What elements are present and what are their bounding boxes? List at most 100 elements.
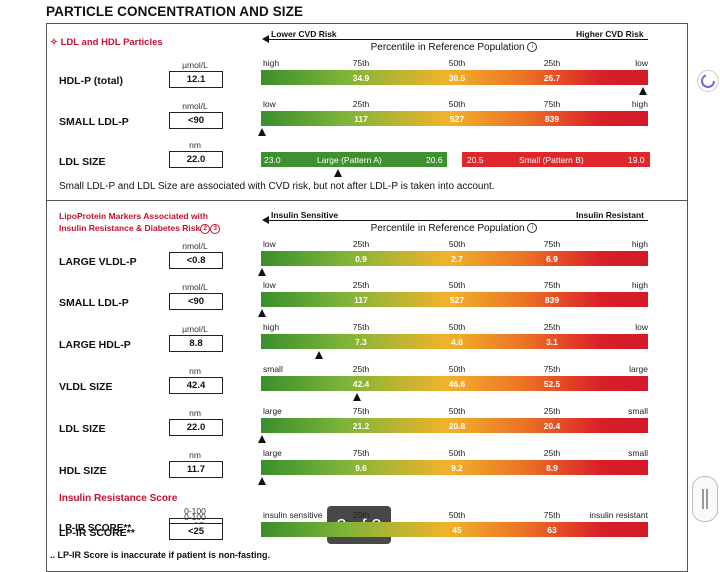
- sec1-row-0-tick-1: 75th: [352, 58, 370, 68]
- info-3-icon[interactable]: 3: [210, 223, 221, 234]
- sec2-row-3-tick-1: 25th: [352, 364, 370, 374]
- sec1-row-0-label: HDL-P (total): [59, 75, 123, 87]
- sec1-row-1-label: SMALL LDL-P: [59, 116, 129, 128]
- sec2-row-2-gradient-bar: [261, 334, 648, 349]
- sec2-row-3-bar-value-1: 46.6: [448, 379, 466, 389]
- lpir-gradient-bar: [261, 522, 648, 537]
- sec2-row-5-bar-value-2: 8.9: [546, 463, 558, 473]
- pattern-b-segment: [462, 152, 650, 167]
- sec2-row-4-tick-4: small: [628, 406, 648, 416]
- sec1-row-0-tick-2: 50th: [448, 58, 466, 68]
- sec2-row-2-marker-icon: [315, 351, 324, 359]
- ldl-size-value: 22.0: [169, 151, 223, 168]
- sec1-row-1-tick-3: 75th: [543, 99, 561, 109]
- section-heading-insulin: LipoProtein Markers Associated with Insu…: [59, 210, 221, 234]
- sec2-row-3-tick-2: 50th: [448, 364, 466, 374]
- sec2-row-5-tick-3: 25th: [543, 448, 561, 458]
- sec2-row-1-bar-value-0: 117: [354, 295, 368, 305]
- sec1-row-0-unit: µmol/L: [182, 60, 208, 70]
- ldl-size-unit: nm: [189, 140, 201, 150]
- sec1-row-1-tick-0: low: [263, 99, 276, 109]
- lpir-tick-4: insulin resistant: [589, 510, 648, 520]
- info-icon-2[interactable]: i: [527, 223, 538, 234]
- sec2-row-2-value: 8.8: [169, 335, 223, 352]
- sec2-row-4-bar-value-1: 20.8: [448, 421, 466, 431]
- sec2-row-3-value: 42.4: [169, 377, 223, 394]
- ldl-size-label: LDL SIZE: [59, 156, 106, 168]
- sec2-row-0-tick-2: 50th: [448, 239, 466, 249]
- sec2-row-2-tick-1: 75th: [352, 322, 370, 332]
- sec2-row-5-tick-1: 75th: [352, 448, 370, 458]
- ldl-note: Small LDL-P and LDL Size are associated …: [59, 181, 495, 192]
- sec2-row-5-gradient-bar: [261, 460, 648, 475]
- sec2-row-1-marker-icon: [258, 309, 266, 317]
- sec1-row-1-bar-value-0: 117: [354, 114, 368, 124]
- sec2-row-4-label: LDL SIZE: [59, 423, 106, 435]
- pattern-b-label: Small (Pattern B): [519, 155, 584, 165]
- sec1-row-1-bar-value-1: 527: [449, 114, 465, 124]
- lower-cvd-risk-label: Lower CVD Risk: [271, 29, 337, 39]
- sec2-row-1-gradient-bar: [261, 292, 648, 307]
- lpir-value: <25: [169, 523, 223, 540]
- sec2-row-3-tick-0: small: [263, 364, 283, 374]
- sec2-row-3-gradient-bar: [261, 376, 648, 391]
- percentile-title-2: Percentile in Reference Population i: [260, 223, 648, 234]
- sec2-row-5-marker-icon: [258, 477, 266, 485]
- info-icon[interactable]: i: [527, 42, 538, 53]
- sec2-row-2-bar-value-2: 3.1: [546, 337, 558, 347]
- sec1-row-0-bar-value-0: 34.9: [352, 73, 370, 83]
- footnote: .. LP-IR Score is inaccurate if patient …: [50, 550, 271, 560]
- lpir-label: LP-IR SCORE**: [59, 527, 135, 539]
- pattern-b-start: 20.5: [467, 155, 484, 165]
- arrow-left-icon-2: [262, 216, 269, 224]
- insulin-sensitive-label: Insulin Sensitive: [271, 210, 339, 220]
- sec2-row-1-tick-3: 75th: [543, 280, 561, 290]
- lpir-bar-value-1: 45: [452, 525, 462, 535]
- sec2-row-4-value: 22.0: [169, 419, 223, 436]
- sec2-row-1-tick-1: 25th: [352, 280, 370, 290]
- info-2-icon[interactable]: 2: [200, 223, 211, 234]
- sec2-row-0-unit: nmol/L: [182, 241, 208, 251]
- sec1-row-0-gradient-bar: [261, 70, 648, 85]
- sec1-row-1-tick-2: 50th: [448, 99, 466, 109]
- scroll-handle[interactable]: [692, 476, 718, 522]
- sec2-row-5-tick-0: large: [263, 448, 282, 458]
- sec1-row-1-gradient-bar: [261, 111, 648, 126]
- sec2-row-3-unit: nm: [189, 366, 201, 376]
- sec2-row-1-bar-value-2: 839: [544, 295, 560, 305]
- sec2-row-4-bar-value-2: 20.4: [543, 421, 561, 431]
- sec2-row-3-label: VLDL SIZE: [59, 381, 113, 393]
- sec2-row-2-tick-2: 50th: [448, 322, 466, 332]
- sec2-row-1-bar-value-1: 527: [449, 295, 465, 305]
- sec1-row-0-marker-icon: [639, 87, 647, 95]
- lpir-unit: 0-100: [184, 506, 206, 516]
- sec2-row-2-tick-0: high: [263, 322, 280, 332]
- sec2-row-4-unit: nm: [189, 408, 201, 418]
- sec2-row-5-bar-value-1: 9.2: [451, 463, 463, 473]
- sec2-row-4-tick-2: 50th: [448, 406, 466, 416]
- sec1-row-1-tick-4: high: [631, 99, 648, 109]
- lpir-tick-0: insulin sensitive: [263, 510, 323, 520]
- section-heading-ldl-hdl: ✧ LDL and HDL Particles: [50, 37, 163, 48]
- sec2-row-5-tick-4: small: [628, 448, 648, 458]
- sec1-row-0-tick-4: low: [635, 58, 648, 68]
- sec2-row-1-unit: nmol/L: [182, 282, 208, 292]
- lpir-unit: 0-100: [184, 512, 206, 522]
- sec1-row-0-tick-3: 25th: [543, 58, 561, 68]
- sec2-row-0-gradient-bar: [261, 251, 648, 266]
- lpir-label: LP-IR SCORE**: [59, 523, 132, 534]
- sec2-row-1-tick-2: 50th: [448, 280, 466, 290]
- sec2-row-2-tick-4: low: [635, 322, 648, 332]
- sec2-row-4-tick-1: 75th: [352, 406, 370, 416]
- sec1-row-1-tick-1: 25th: [352, 99, 370, 109]
- loading-spinner-icon: [697, 70, 719, 92]
- sec2-row-2-tick-3: 25th: [543, 322, 561, 332]
- sec1-row-1-unit: nmol/L: [182, 101, 208, 111]
- lpir-tick-1: 25th: [352, 510, 370, 520]
- sec2-row-3-tick-4: large: [629, 364, 648, 374]
- sec2-row-0-tick-4: high: [631, 239, 648, 249]
- ir-score-heading: Insulin Resistance Score: [59, 493, 178, 504]
- sec2-row-0-tick-1: 25th: [352, 239, 370, 249]
- sec2-row-3-bar-value-2: 52.5: [543, 379, 561, 389]
- sec2-row-2-label: LARGE HDL-P: [59, 339, 131, 351]
